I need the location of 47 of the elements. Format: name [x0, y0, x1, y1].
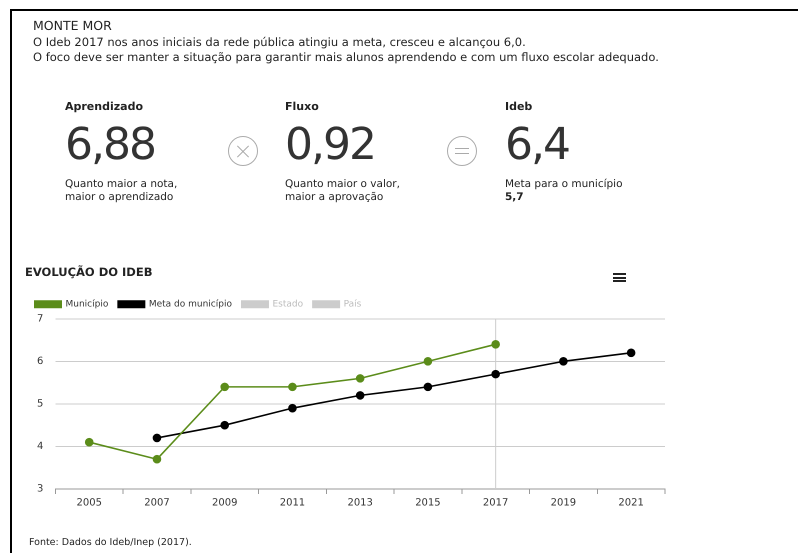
text: Quanto maior a nota, maior o aprendizado	[65, 178, 178, 204]
y-tick-label: 6	[36, 356, 44, 367]
x-tick-label: 2019	[550, 498, 576, 509]
text: Meta para o município	[505, 178, 623, 190]
point	[356, 391, 364, 400]
text: Quanto maior o valor, maior a aprovação	[285, 178, 401, 204]
y-tick-label: 5	[36, 398, 44, 410]
text: 6,4	[505, 119, 570, 170]
point	[491, 370, 500, 378]
point	[220, 420, 230, 430]
point	[152, 454, 162, 464]
point	[288, 382, 297, 392]
source-note: Fonte: Dados do Ideb/Inep (2017).	[29, 537, 192, 548]
legend-label: País	[344, 298, 362, 310]
point	[84, 438, 94, 446]
text: MONTE MOR	[33, 18, 112, 33]
legend-label: Meta do município	[148, 298, 232, 310]
y-tick-label: 4	[36, 441, 44, 452]
text: O Ideb 2017 nos anos iniciais da rede pública atingiu a meta, cresceu e alcançou 6,0. O foco deve ser manter a situação para garantir mais alunos aprendendo e com um fluxo escolar adequado.	[33, 35, 659, 65]
point	[220, 382, 230, 392]
text: Ideb	[505, 100, 534, 113]
x-tick-label: 2005	[76, 498, 102, 509]
point	[559, 357, 568, 366]
x-tick-label: 2007	[144, 498, 170, 509]
point	[424, 357, 432, 366]
legend-label: Município	[66, 298, 109, 310]
x-tick-label: 2021	[618, 498, 644, 509]
text: Fluxo	[285, 100, 320, 113]
point	[152, 434, 162, 442]
x-tick-label: 2017	[482, 498, 508, 509]
y-tick-label: 7	[36, 313, 44, 324]
point	[424, 382, 432, 392]
text: 0,92	[285, 119, 376, 170]
x-tick-label: 2013	[347, 498, 373, 509]
point	[491, 340, 500, 349]
x-tick-label: 2015	[415, 498, 441, 509]
point	[356, 374, 364, 383]
chart-title: EVOLUÇÃO DO IDEB	[25, 264, 152, 279]
x-tick-label: 2011	[280, 498, 306, 509]
legend-label: Estado	[272, 300, 304, 310]
text: 5,7	[505, 191, 525, 204]
point	[626, 348, 636, 358]
y-tick-label: 3	[36, 484, 44, 495]
x-tick-label: 2009	[212, 498, 238, 509]
text: Aprendizado	[65, 100, 144, 113]
text: 6,88	[65, 119, 156, 170]
point	[288, 404, 297, 412]
